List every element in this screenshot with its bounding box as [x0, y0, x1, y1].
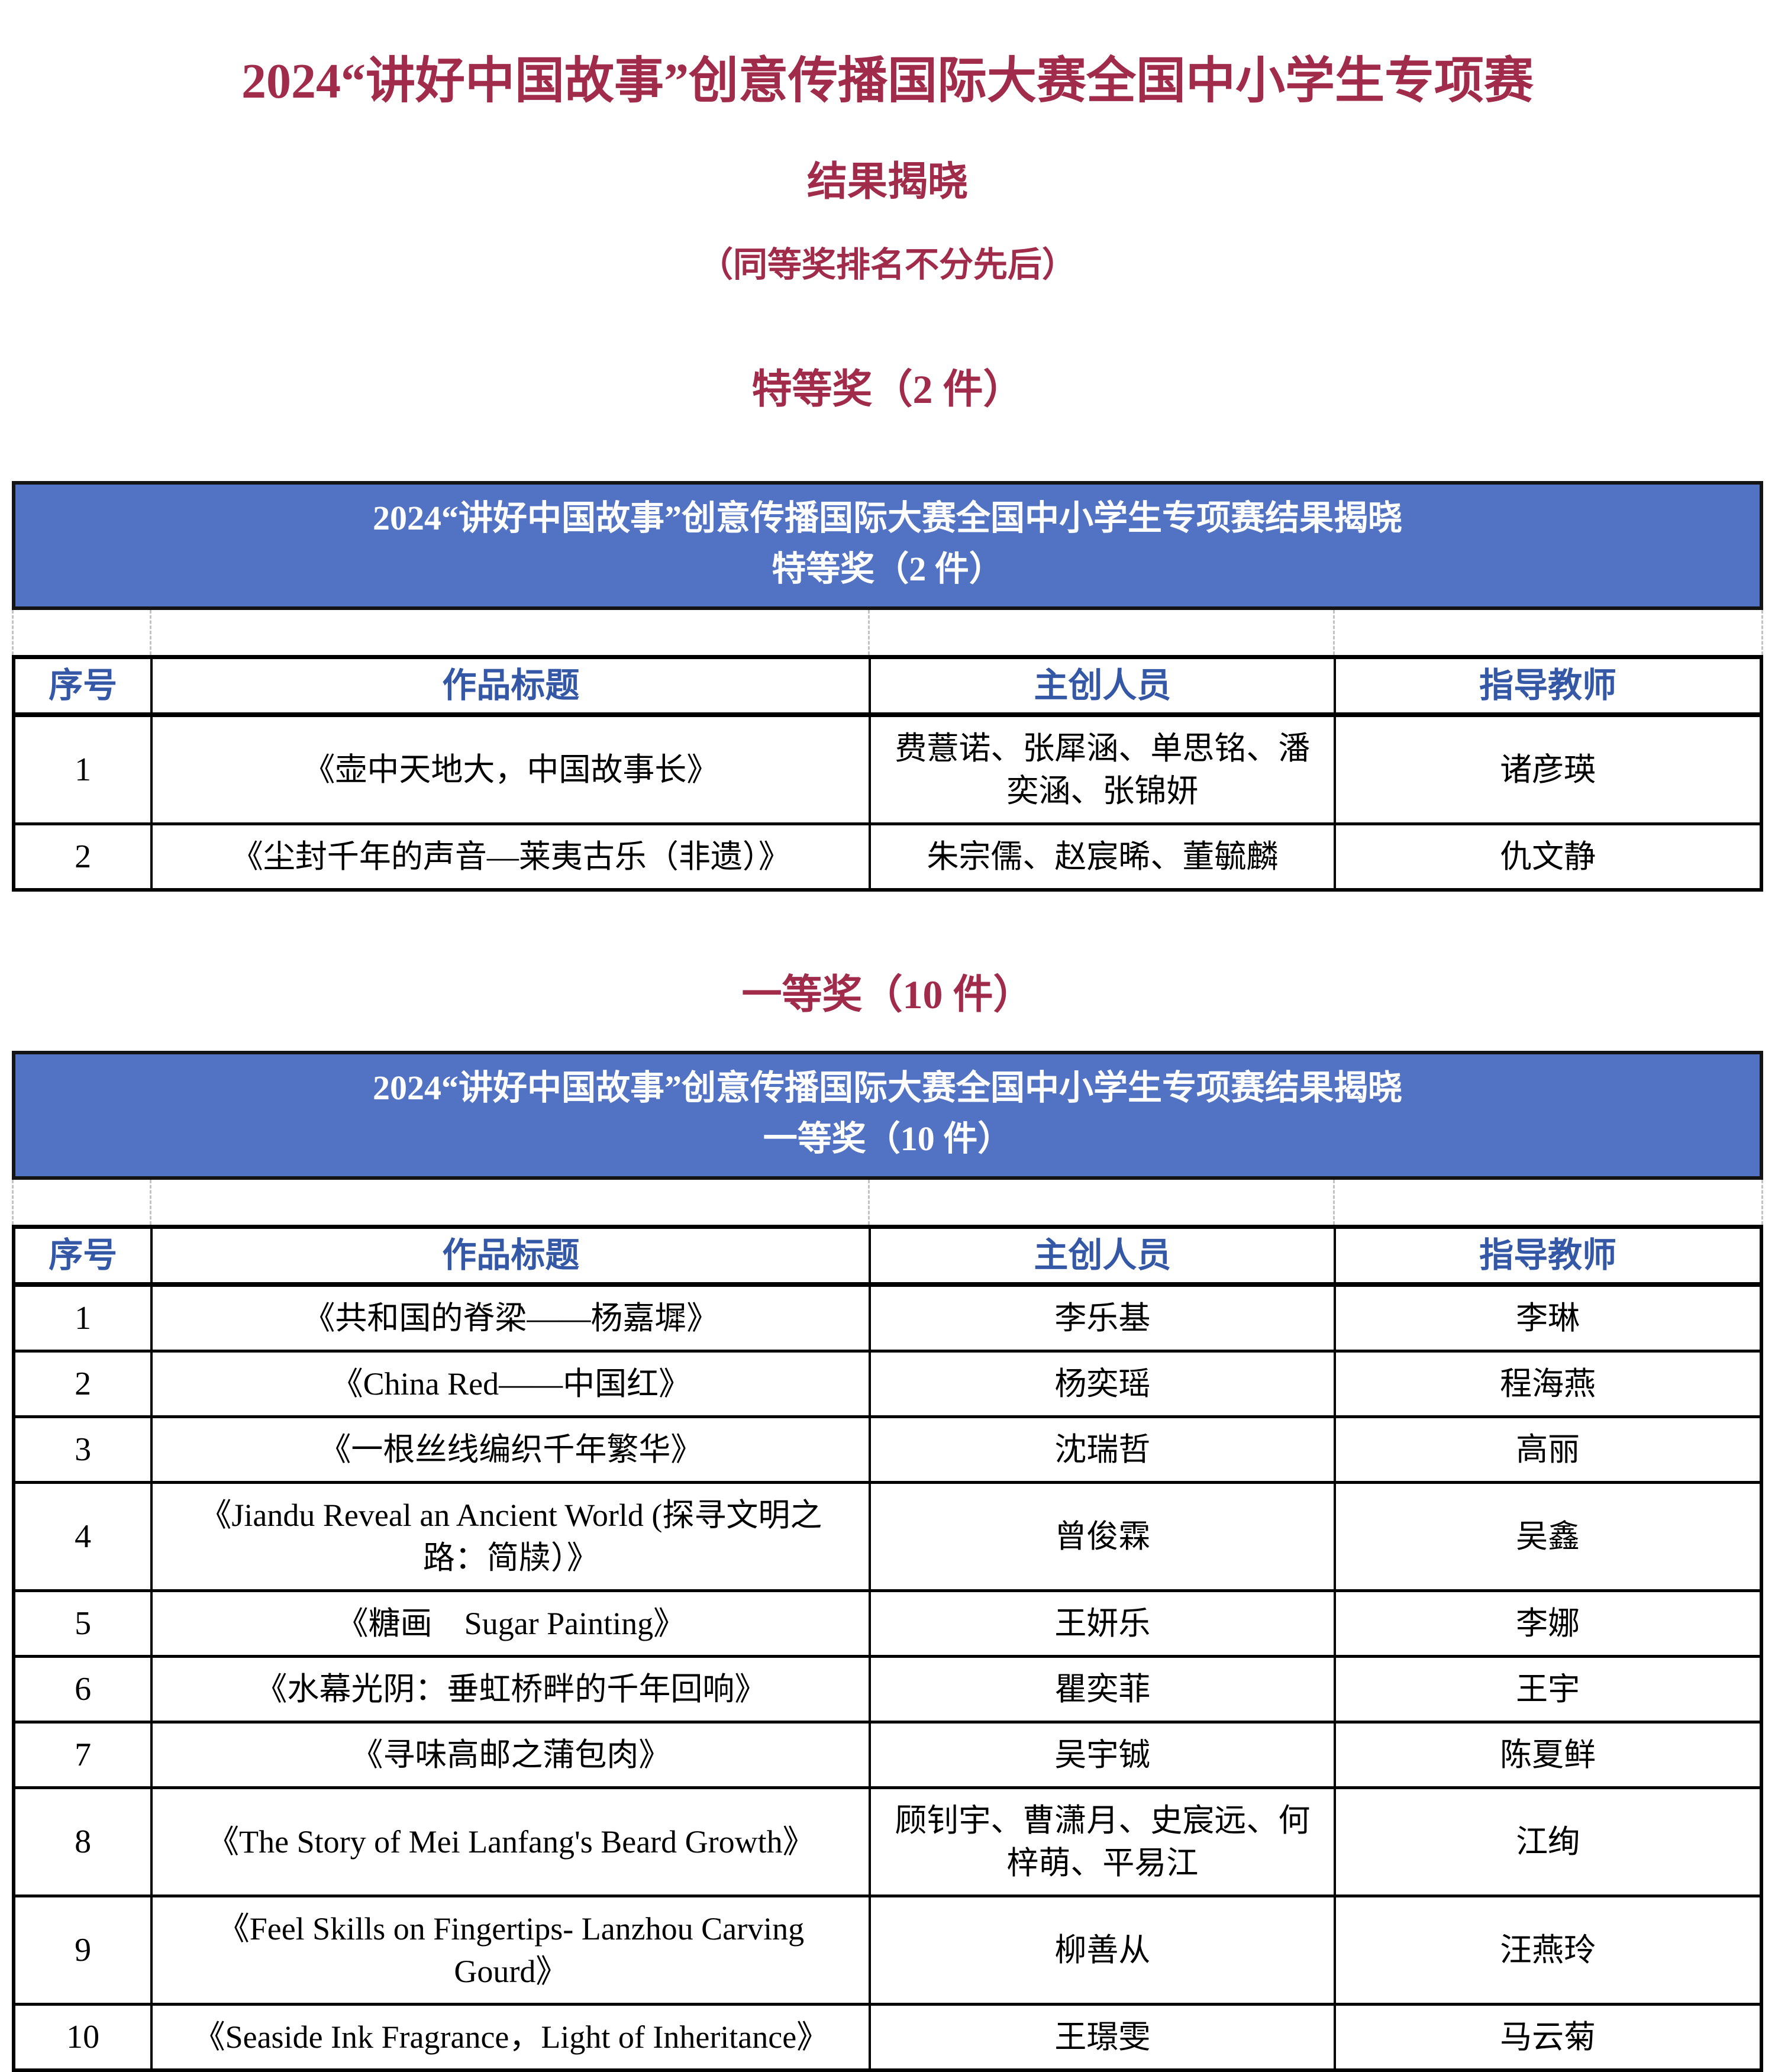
work-title-cell: 《Seaside Ink Fragrance，Light of Inherita…	[150, 2002, 872, 2072]
col-header-creators: 主创人员	[869, 1224, 1337, 1287]
serial-cell: 9	[12, 1894, 153, 2006]
creators-cell: 李乐基	[869, 1283, 1337, 1353]
creators-cell: 吴宇铖	[869, 1720, 1337, 1789]
table-row: 1 《壶中天地大，中国故事长》 费薏诺、张犀涵、单思铭、潘奕涵、张锦妍 诸彦瑛	[12, 713, 1763, 825]
page-subtitle: 结果揭晓	[806, 159, 968, 204]
col-header-serial: 序号	[12, 654, 153, 717]
first-prize-banner: 2024“讲好中国故事”创意传播国际大赛全国中小学生专项赛结果揭晓 一等奖（10…	[12, 1050, 1763, 1180]
work-title-cell: 《共和国的脊梁——杨嘉墀》	[150, 1283, 872, 1353]
col-header-creators: 主创人员	[869, 654, 1337, 717]
teacher-cell: 李娜	[1334, 1589, 1763, 1658]
table-row: 6 《水幕光阴：垂虹桥畔的千年回响》 瞿奕菲 王宇	[12, 1654, 1763, 1724]
grid-gap-strip	[12, 609, 1763, 655]
teacher-cell: 马云菊	[1334, 2002, 1763, 2072]
serial-cell: 6	[12, 1654, 153, 1724]
work-title-cell: 《Jiandu Reveal an Ancient World (探寻文明之路：…	[150, 1480, 872, 1592]
serial-cell: 5	[12, 1589, 153, 1658]
work-title-cell: 《China Red——中国红》	[150, 1349, 872, 1418]
special-award-banner: 2024“讲好中国故事”创意传播国际大赛全国中小学生专项赛结果揭晓 特等奖（2 …	[12, 480, 1763, 610]
teacher-cell: 汪燕玲	[1334, 1894, 1763, 2006]
creators-cell: 王妍乐	[869, 1589, 1337, 1658]
work-title-cell: 《一根丝线编织千年繁华》	[150, 1415, 872, 1484]
special-award-heading: 特等奖（2 件）	[751, 366, 1024, 412]
creators-cell: 顾钊宇、曹潇月、史宸远、何梓萌、平易江	[869, 1786, 1337, 1897]
header-row: 序号 作品标题 主创人员 指导教师	[12, 654, 1763, 717]
banner-title-line: 2024“讲好中国故事”创意传播国际大赛全国中小学生专项赛结果揭晓	[372, 498, 1402, 537]
col-header-teacher: 指导教师	[1334, 654, 1763, 717]
serial-cell: 10	[12, 2002, 153, 2072]
serial-cell: 8	[12, 1786, 153, 1897]
work-title-cell: 《尘封千年的声音—莱夷古乐（非遗）》	[150, 822, 872, 892]
creators-cell: 王璟雯	[869, 2002, 1337, 2072]
creators-cell: 沈瑞哲	[869, 1415, 1337, 1484]
gap-cell	[14, 609, 152, 655]
creators-cell: 瞿奕菲	[869, 1654, 1337, 1724]
serial-cell: 1	[12, 713, 153, 825]
work-title-cell: 《壶中天地大，中国故事长》	[150, 713, 872, 825]
table-row: 9 《Feel Skills on Fingertips- Lanzhou Ca…	[12, 1894, 1763, 2006]
grid-gap-strip	[12, 1179, 1763, 1225]
teacher-cell: 陈夏鲜	[1334, 1720, 1763, 1789]
table-row: 10 《Seaside Ink Fragrance，Light of Inher…	[12, 2002, 1763, 2072]
serial-cell: 2	[12, 1349, 153, 1418]
creators-cell: 曾俊霖	[869, 1480, 1337, 1592]
gap-cell	[151, 1179, 870, 1225]
first-prize-table: 序号 作品标题 主创人员 指导教师 1 《共和国的脊梁——杨嘉墀》 李乐基 李琳…	[12, 1224, 1763, 2072]
gap-cell	[14, 1179, 152, 1225]
gap-cell	[870, 1179, 1335, 1225]
teacher-cell: 李琳	[1334, 1283, 1763, 1353]
col-header-work: 作品标题	[150, 654, 872, 717]
serial-cell: 4	[12, 1480, 153, 1592]
creators-cell: 费薏诺、张犀涵、单思铭、潘奕涵、张锦妍	[869, 713, 1337, 825]
serial-cell: 1	[12, 1283, 153, 1353]
table-row: 2 《尘封千年的声音—莱夷古乐（非遗）》 朱宗儒、赵宸晞、董毓麟 仇文静	[12, 822, 1763, 892]
table-row: 5 《糖画 Sugar Painting》 王妍乐 李娜	[12, 1589, 1763, 1658]
work-title-cell: 《寻味高邮之蒲包肉》	[150, 1720, 872, 1789]
section-first-prize: 一等奖（10 件） 2024“讲好中国故事”创意传播国际大赛全国中小学生专项赛结…	[12, 961, 1763, 2072]
work-title-cell: 《The Story of Mei Lanfang's Beard Growth…	[150, 1786, 872, 1897]
document-page: 2024“讲好中国故事”创意传播国际大赛全国中小学生专项赛 结果揭晓 （同等奖排…	[12, 0, 1763, 2072]
teacher-cell: 仇文静	[1334, 822, 1763, 892]
section-special-award: 特等奖（2 件） 2024“讲好中国故事”创意传播国际大赛全国中小学生专项赛结果…	[12, 356, 1763, 892]
teacher-cell: 吴鑫	[1334, 1480, 1763, 1592]
teacher-cell: 王宇	[1334, 1654, 1763, 1724]
serial-cell: 3	[12, 1415, 153, 1484]
creators-cell: 柳善从	[869, 1894, 1337, 2006]
first-prize-heading: 一等奖（10 件）	[741, 972, 1034, 1017]
gap-cell	[1335, 610, 1761, 655]
gap-cell	[151, 609, 870, 655]
work-title-cell: 《Feel Skills on Fingertips- Lanzhou Carv…	[150, 1894, 872, 2006]
serial-cell: 2	[12, 822, 153, 892]
col-header-teacher: 指导教师	[1334, 1224, 1763, 1287]
teacher-cell: 程海燕	[1334, 1349, 1763, 1418]
serial-cell: 7	[12, 1720, 153, 1789]
col-header-serial: 序号	[12, 1224, 153, 1287]
work-title-cell: 《水幕光阴：垂虹桥畔的千年回响》	[150, 1654, 872, 1724]
creators-cell: 朱宗儒、赵宸晞、董毓麟	[869, 822, 1337, 892]
table-row: 8 《The Story of Mei Lanfang's Beard Grow…	[12, 1786, 1763, 1897]
table-row: 3 《一根丝线编织千年繁华》 沈瑞哲 高丽	[12, 1415, 1763, 1484]
col-header-work: 作品标题	[150, 1224, 872, 1287]
banner-title-line: 2024“讲好中国故事”创意传播国际大赛全国中小学生专项赛结果揭晓	[372, 1068, 1402, 1107]
table-row: 1 《共和国的脊梁——杨嘉墀》 李乐基 李琳	[12, 1283, 1763, 1353]
gap-cell	[1335, 1180, 1761, 1225]
header-row: 序号 作品标题 主创人员 指导教师	[12, 1224, 1763, 1287]
table-row: 2 《China Red——中国红》 杨奕瑶 程海燕	[12, 1349, 1763, 1418]
work-title-cell: 《糖画 Sugar Painting》	[150, 1589, 872, 1658]
ranking-note: （同等奖排名不分先后）	[698, 245, 1076, 284]
teacher-cell: 高丽	[1334, 1415, 1763, 1484]
page-title: 2024“讲好中国故事”创意传播国际大赛全国中小学生专项赛	[241, 54, 1534, 109]
special-award-table: 序号 作品标题 主创人员 指导教师 1 《壶中天地大，中国故事长》 费薏诺、张犀…	[12, 654, 1763, 892]
table-row: 4 《Jiandu Reveal an Ancient World (探寻文明之…	[12, 1480, 1763, 1592]
banner-award-line: 一等奖（10 件）	[763, 1119, 1012, 1158]
banner-award-line: 特等奖（2 件）	[772, 549, 1003, 588]
creators-cell: 杨奕瑶	[869, 1349, 1337, 1418]
gap-cell	[870, 609, 1335, 655]
teacher-cell: 江绚	[1334, 1786, 1763, 1897]
table-row: 7 《寻味高邮之蒲包肉》 吴宇铖 陈夏鲜	[12, 1720, 1763, 1789]
teacher-cell: 诸彦瑛	[1334, 713, 1763, 825]
